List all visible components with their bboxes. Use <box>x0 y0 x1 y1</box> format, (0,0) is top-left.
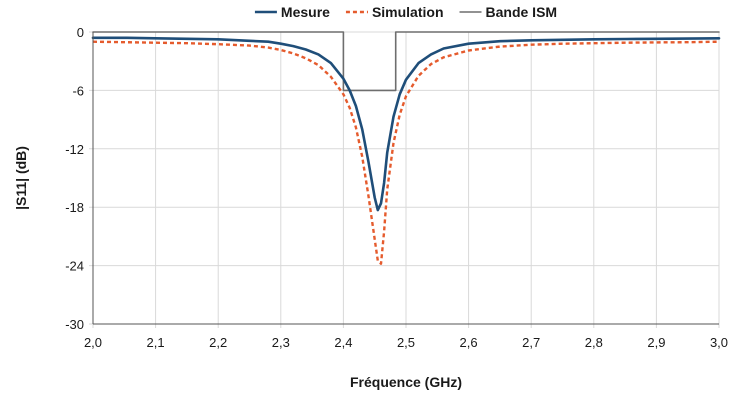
y-tick-label: 0 <box>77 25 84 40</box>
series-layer <box>91 31 721 265</box>
x-tick-label: 2,0 <box>84 335 102 350</box>
y-tick-label: -6 <box>72 83 84 98</box>
x-tick-label: 2,2 <box>209 335 227 350</box>
y-tick-label: -24 <box>65 259 84 274</box>
series-line-simulation <box>92 40 720 265</box>
x-tick-label: 2,9 <box>647 335 665 350</box>
y-tick-label: -18 <box>65 200 84 215</box>
x-tick-label: 2,7 <box>522 335 540 350</box>
series-line-bande-ism <box>92 31 720 92</box>
x-tick-label: 2,3 <box>272 335 290 350</box>
series-line-mesure <box>91 36 721 212</box>
x-tick-label: 2,6 <box>460 335 478 350</box>
grid <box>89 31 720 328</box>
axes: 2,0 2,1 2,2 2,3 2,4 2,5 2,6 2,7 2,8 2,9 3,0 0 -6 -12 -… <box>65 25 728 350</box>
y-tick-label: -12 <box>65 142 84 157</box>
y-tick-label: -30 <box>65 317 84 332</box>
x-tick-label: 2,4 <box>334 335 352 350</box>
legend-label-bande-ism: Bande ISM <box>486 4 558 20</box>
x-tick-label: 2,8 <box>585 335 603 350</box>
y-axis-title: |S11| (dB) <box>13 146 29 210</box>
legend-label-mesure: Mesure <box>281 4 330 20</box>
x-axis-title: Fréquence (GHz) <box>350 374 462 390</box>
x-tick-label: 2,5 <box>397 335 415 350</box>
x-tick-label: 3,0 <box>710 335 728 350</box>
legend-label-simulation: Simulation <box>372 4 444 20</box>
x-tick-label: 2,1 <box>147 335 165 350</box>
legend: Mesure Simulation Bande ISM <box>254 4 558 20</box>
